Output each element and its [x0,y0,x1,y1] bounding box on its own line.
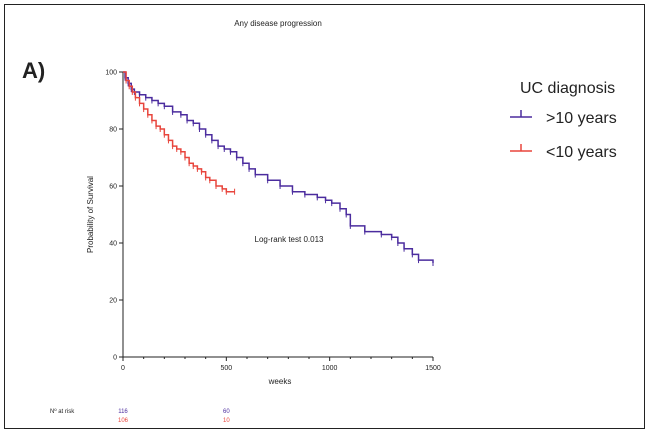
series-under-10-years [123,71,236,195]
legend-item: >10 years [510,110,617,127]
series-over-10-years [123,71,434,266]
risk-table: Nº at risk 116 60 106 10 [50,408,230,424]
risk-table-cell: 116 [118,409,128,415]
risk-table-label: Nº at risk [50,408,75,415]
figure-frame [4,4,645,429]
legend: UC diagnosis >10 years <10 years [510,80,617,161]
y-tick-label: 80 [109,127,117,134]
legend-label: <10 years [546,144,617,161]
series-layer [123,71,434,266]
y-ticks: 0 20 40 60 80 100 [105,70,123,362]
axes [122,72,433,358]
y-tick-label: 40 [109,241,117,248]
x-tick-label: 500 [220,365,232,372]
x-ticks: 0 500 1000 1500 [121,357,441,372]
risk-table-cell: 10 [223,418,230,424]
y-axis-label: Probability of Survival [86,176,95,253]
x-tick-label: 1500 [425,365,441,372]
y-tick-label: 20 [109,298,117,305]
chart-title: Any disease progression [234,19,322,28]
logrank-annotation: Log-rank test 0.013 [255,235,324,244]
legend-label: >10 years [546,110,617,127]
y-tick-label: 100 [105,70,117,77]
legend-title: UC diagnosis [520,80,615,97]
y-tick-label: 60 [109,184,117,191]
panel-label: A) [22,58,45,83]
risk-table-cell: 60 [223,409,230,415]
legend-item: <10 years [510,144,617,161]
x-axis-label: weeks [268,377,292,386]
x-tick-label: 1000 [322,365,338,372]
risk-table-cell: 106 [118,418,129,424]
y-tick-label: 0 [113,355,117,362]
x-tick-label: 0 [121,365,125,372]
survival-curve [123,71,235,193]
